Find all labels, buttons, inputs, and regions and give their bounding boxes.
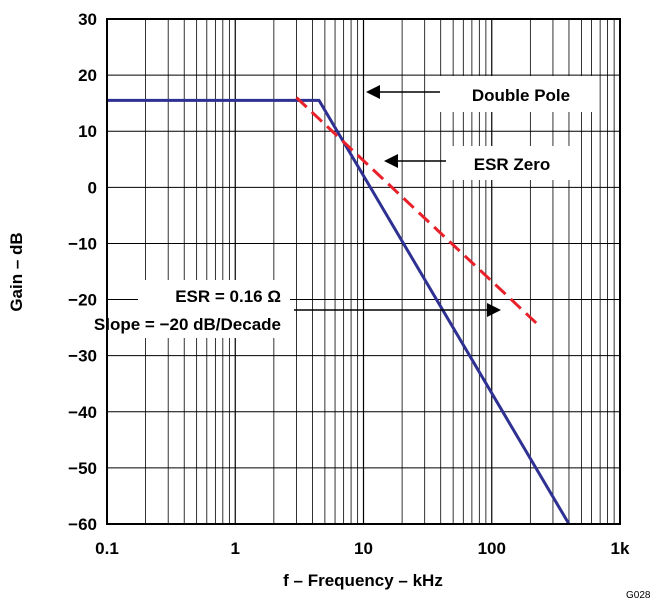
x-axis-label: f – Frequency – kHz [283,571,443,590]
x-tick-label: 1k [611,539,630,558]
esr-zero-label-box [446,146,574,180]
y-tick-label: −10 [68,234,97,253]
slope-label: Slope = −20 dB/Decade [94,315,281,334]
annotations-layer: Double Pole ESR Zero ESR = 0.16 Ω Slope … [94,76,595,338]
series-layer [107,96,571,525]
x-tick-label: 10 [354,539,373,558]
y-tick-label: −20 [68,291,97,310]
y-tick-label: 0 [88,178,97,197]
y-tick-label: −50 [68,459,97,478]
esr-zero-arrow-head [384,154,398,168]
y-tick-label: 30 [78,10,97,29]
figure-code: G028 [626,590,651,601]
esr-value-label: ESR = 0.16 Ω [175,287,281,306]
y-tick-label: −30 [68,347,97,366]
y-tick-label: 10 [78,122,97,141]
y-tick-label: −40 [68,403,97,422]
slope-label-box [124,308,294,338]
plot-frame [106,18,621,525]
slope-arrow-head [487,303,501,317]
x-tick-label: 100 [478,539,506,558]
esr-zero-label: ESR Zero [474,155,551,174]
series-line-0 [107,98,571,525]
x-tick-label: 1 [231,539,240,558]
y-tick-label: 20 [78,66,97,85]
double-pole-label: Double Pole [472,86,570,105]
double-pole-label-box [440,76,595,112]
double-pole-arrow-head [366,85,380,99]
y-axis-label: Gain – dB [7,232,26,311]
esr-value-label-box [138,280,290,308]
series-line-1 [295,96,540,326]
y-tick-label: −60 [68,515,97,534]
x-tick-label: 0.1 [95,539,119,558]
